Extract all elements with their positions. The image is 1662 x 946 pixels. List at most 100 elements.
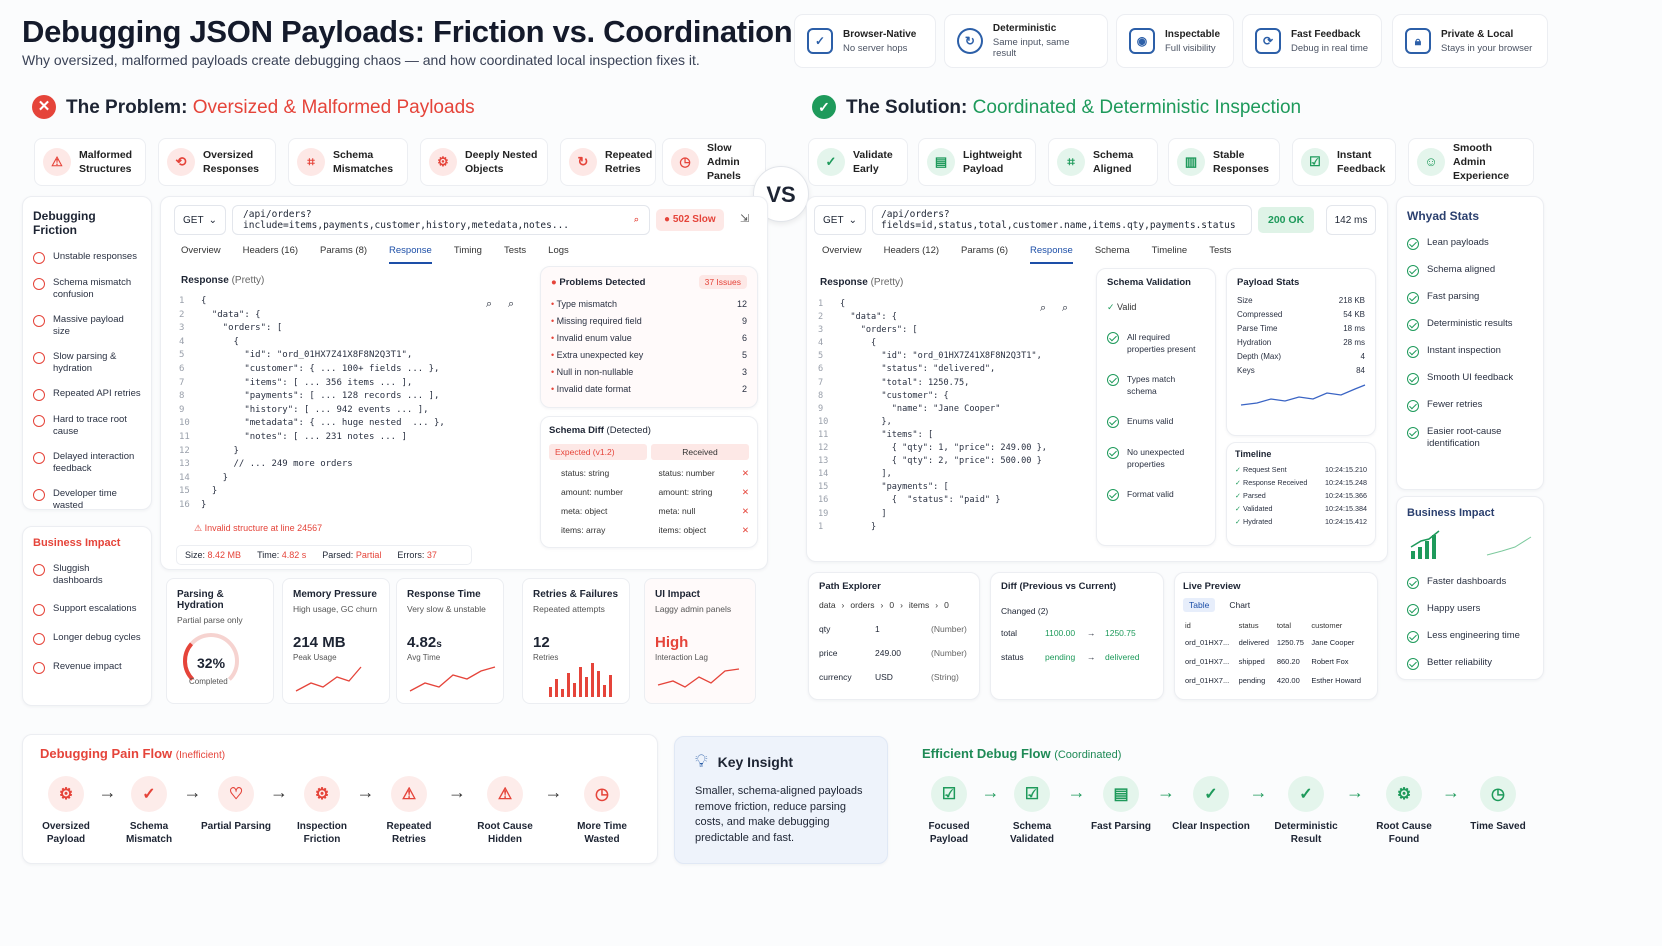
problems-title-text: Problems Detected xyxy=(559,276,646,288)
zoom-icon[interactable]: ⌕ xyxy=(1062,302,1069,314)
feature-desc: No server hops xyxy=(843,42,908,54)
url-input[interactable]: /api/orders?fields=id,status,total,custo… xyxy=(872,205,1252,235)
tab-schema[interactable]: Schema xyxy=(1094,245,1130,256)
document-icon: ▤ xyxy=(927,148,955,176)
tab-timeline[interactable]: Timeline xyxy=(1151,245,1188,256)
method-label: GET xyxy=(823,214,844,226)
problem-row: • Invalid date format 2 xyxy=(551,384,747,394)
stat-label: Hydration xyxy=(1237,338,1272,347)
retry-bar xyxy=(597,671,600,697)
search-icon[interactable]: ⌕ xyxy=(486,298,493,310)
refresh-icon: ↻ xyxy=(957,28,983,54)
line-number: 12 xyxy=(179,445,190,456)
timeline-rows: ✓ Request Sent 10:24:15.210 ✓ Response Rec… xyxy=(1235,465,1367,526)
solution-heading: The Solution: Coordinated & Deterministi… xyxy=(846,97,1301,119)
chevron-right-icon: › xyxy=(841,600,845,610)
tab-response[interactable]: Response xyxy=(389,245,432,264)
tab-params[interactable]: Params (6) xyxy=(961,245,1009,256)
tab-overview[interactable]: Overview xyxy=(181,245,221,256)
code-line: 12 { "qty": 1, "price": 249.00 }, xyxy=(818,442,1047,455)
tab-logs[interactable]: Logs xyxy=(548,245,569,256)
code-line: 10 "metadata": { ... huge nested ... }, xyxy=(179,417,445,431)
x-icon: ✕ xyxy=(741,468,749,478)
retry-bar xyxy=(585,677,588,697)
check-icon xyxy=(1407,427,1419,439)
tab-tests[interactable]: Tests xyxy=(1209,245,1232,256)
path-key: currency xyxy=(819,672,852,682)
feature-deterministic: ↻ Deterministic Same input, same result xyxy=(944,14,1108,68)
tab-overview[interactable]: Overview xyxy=(822,245,862,256)
tab-params[interactable]: Params (8) xyxy=(320,245,368,256)
validation-label: Enums valid xyxy=(1127,416,1174,426)
tab-table[interactable]: Table xyxy=(1183,598,1216,612)
url-input[interactable]: /api/orders?include=items,payments,custo… xyxy=(232,205,650,235)
received-value: amount: string xyxy=(658,487,713,497)
schema-diff-title: Schema Diff (Detected) xyxy=(549,425,749,436)
whyad-label: Deterministic results xyxy=(1427,318,1513,329)
value: 37 xyxy=(426,550,437,560)
flow-step: ☑ Focused Payload xyxy=(909,776,989,846)
friction-list: Unstable responses Schema mismatch confus… xyxy=(33,251,141,512)
alert-icon xyxy=(33,278,45,290)
table-header: id xyxy=(1185,621,1191,630)
diff-old: pending xyxy=(1045,652,1076,662)
tab-timing[interactable]: Timing xyxy=(453,245,482,256)
tab-tests[interactable]: Tests xyxy=(503,245,527,256)
tab-headers[interactable]: Headers (16) xyxy=(242,245,299,256)
method-select[interactable]: GET ⌄ xyxy=(814,205,866,235)
search-icon[interactable]: ⌕ xyxy=(1040,302,1047,314)
crumb[interactable]: items xyxy=(908,600,930,610)
metric-card: UI Impact Laggy admin panels High Interacti… xyxy=(644,578,756,704)
stat-value: 4 xyxy=(1360,352,1365,361)
arrow-right-icon: → xyxy=(1067,782,1086,802)
stat-row: Keys 84 xyxy=(1237,366,1365,375)
line-number: 2 xyxy=(179,309,185,320)
search-icon[interactable]: ⌕ xyxy=(633,214,639,226)
metric-value: High xyxy=(655,634,689,651)
arrow-right-icon: → xyxy=(356,782,375,802)
zoom-icon[interactable]: ⌕ xyxy=(508,298,515,310)
tab-chart[interactable]: Chart xyxy=(1229,600,1251,610)
crumb[interactable]: data xyxy=(819,600,836,610)
stat-value: 54 KB xyxy=(1343,310,1365,319)
received-header: Received xyxy=(651,444,749,460)
bar-chart-icon: ▥ xyxy=(1177,148,1205,176)
error-icon: ✕ xyxy=(32,95,56,119)
method-select[interactable]: GET ⌄ xyxy=(174,205,226,235)
table-row: ord_01HX7... pending 420.00 Esther Howard xyxy=(1183,671,1369,690)
method-label: GET xyxy=(183,214,204,226)
status-badge: ● 502 Slow xyxy=(656,209,724,231)
line-number: 13 xyxy=(818,456,829,467)
valid-text: Valid xyxy=(1117,302,1137,312)
title: Efficient Debug Flow xyxy=(922,746,1051,761)
diff-new: delivered xyxy=(1105,652,1140,662)
chip-label: Slow Admin Panels xyxy=(707,142,741,182)
impact-label: Longer debug cycles xyxy=(53,632,141,643)
bullet-icon: • xyxy=(551,299,557,309)
flow-step-icon: ⚙ xyxy=(48,776,84,812)
problem-label-wrap: • Missing required field xyxy=(551,316,642,326)
response-sub: (Pretty) xyxy=(231,275,265,286)
tab-headers[interactable]: Headers (12) xyxy=(883,245,940,256)
crumb[interactable]: orders xyxy=(850,600,875,610)
tab-response[interactable]: Response xyxy=(1030,245,1073,264)
code-text: { "qty": 2, "price": 500.00 } xyxy=(840,456,1042,467)
problem-count: 12 xyxy=(736,299,747,309)
flow-step: ✓ Deterministic Result xyxy=(1266,776,1346,846)
validation-label: Types match schema xyxy=(1127,374,1176,396)
check-icon xyxy=(1407,346,1419,358)
code-line: 1{ xyxy=(179,295,445,309)
shield-check-icon: ✓ xyxy=(817,148,845,176)
crumb[interactable]: 0 xyxy=(944,600,949,610)
crumb[interactable]: 0 xyxy=(889,600,895,610)
code-line: 14 } xyxy=(179,472,445,486)
timeline-label: Response Received xyxy=(1243,478,1308,487)
expand-icon[interactable]: ⇲ xyxy=(740,213,750,225)
line-number: 9 xyxy=(179,404,185,415)
impact-label: Revenue impact xyxy=(53,661,122,672)
arrow-right-icon: → xyxy=(1087,652,1096,662)
stat-value: 28 ms xyxy=(1343,338,1365,347)
impact-label: Faster dashboards xyxy=(1427,576,1507,587)
table-cell: Jane Cooper xyxy=(1311,638,1355,647)
clock-icon: ◷ xyxy=(671,148,699,176)
